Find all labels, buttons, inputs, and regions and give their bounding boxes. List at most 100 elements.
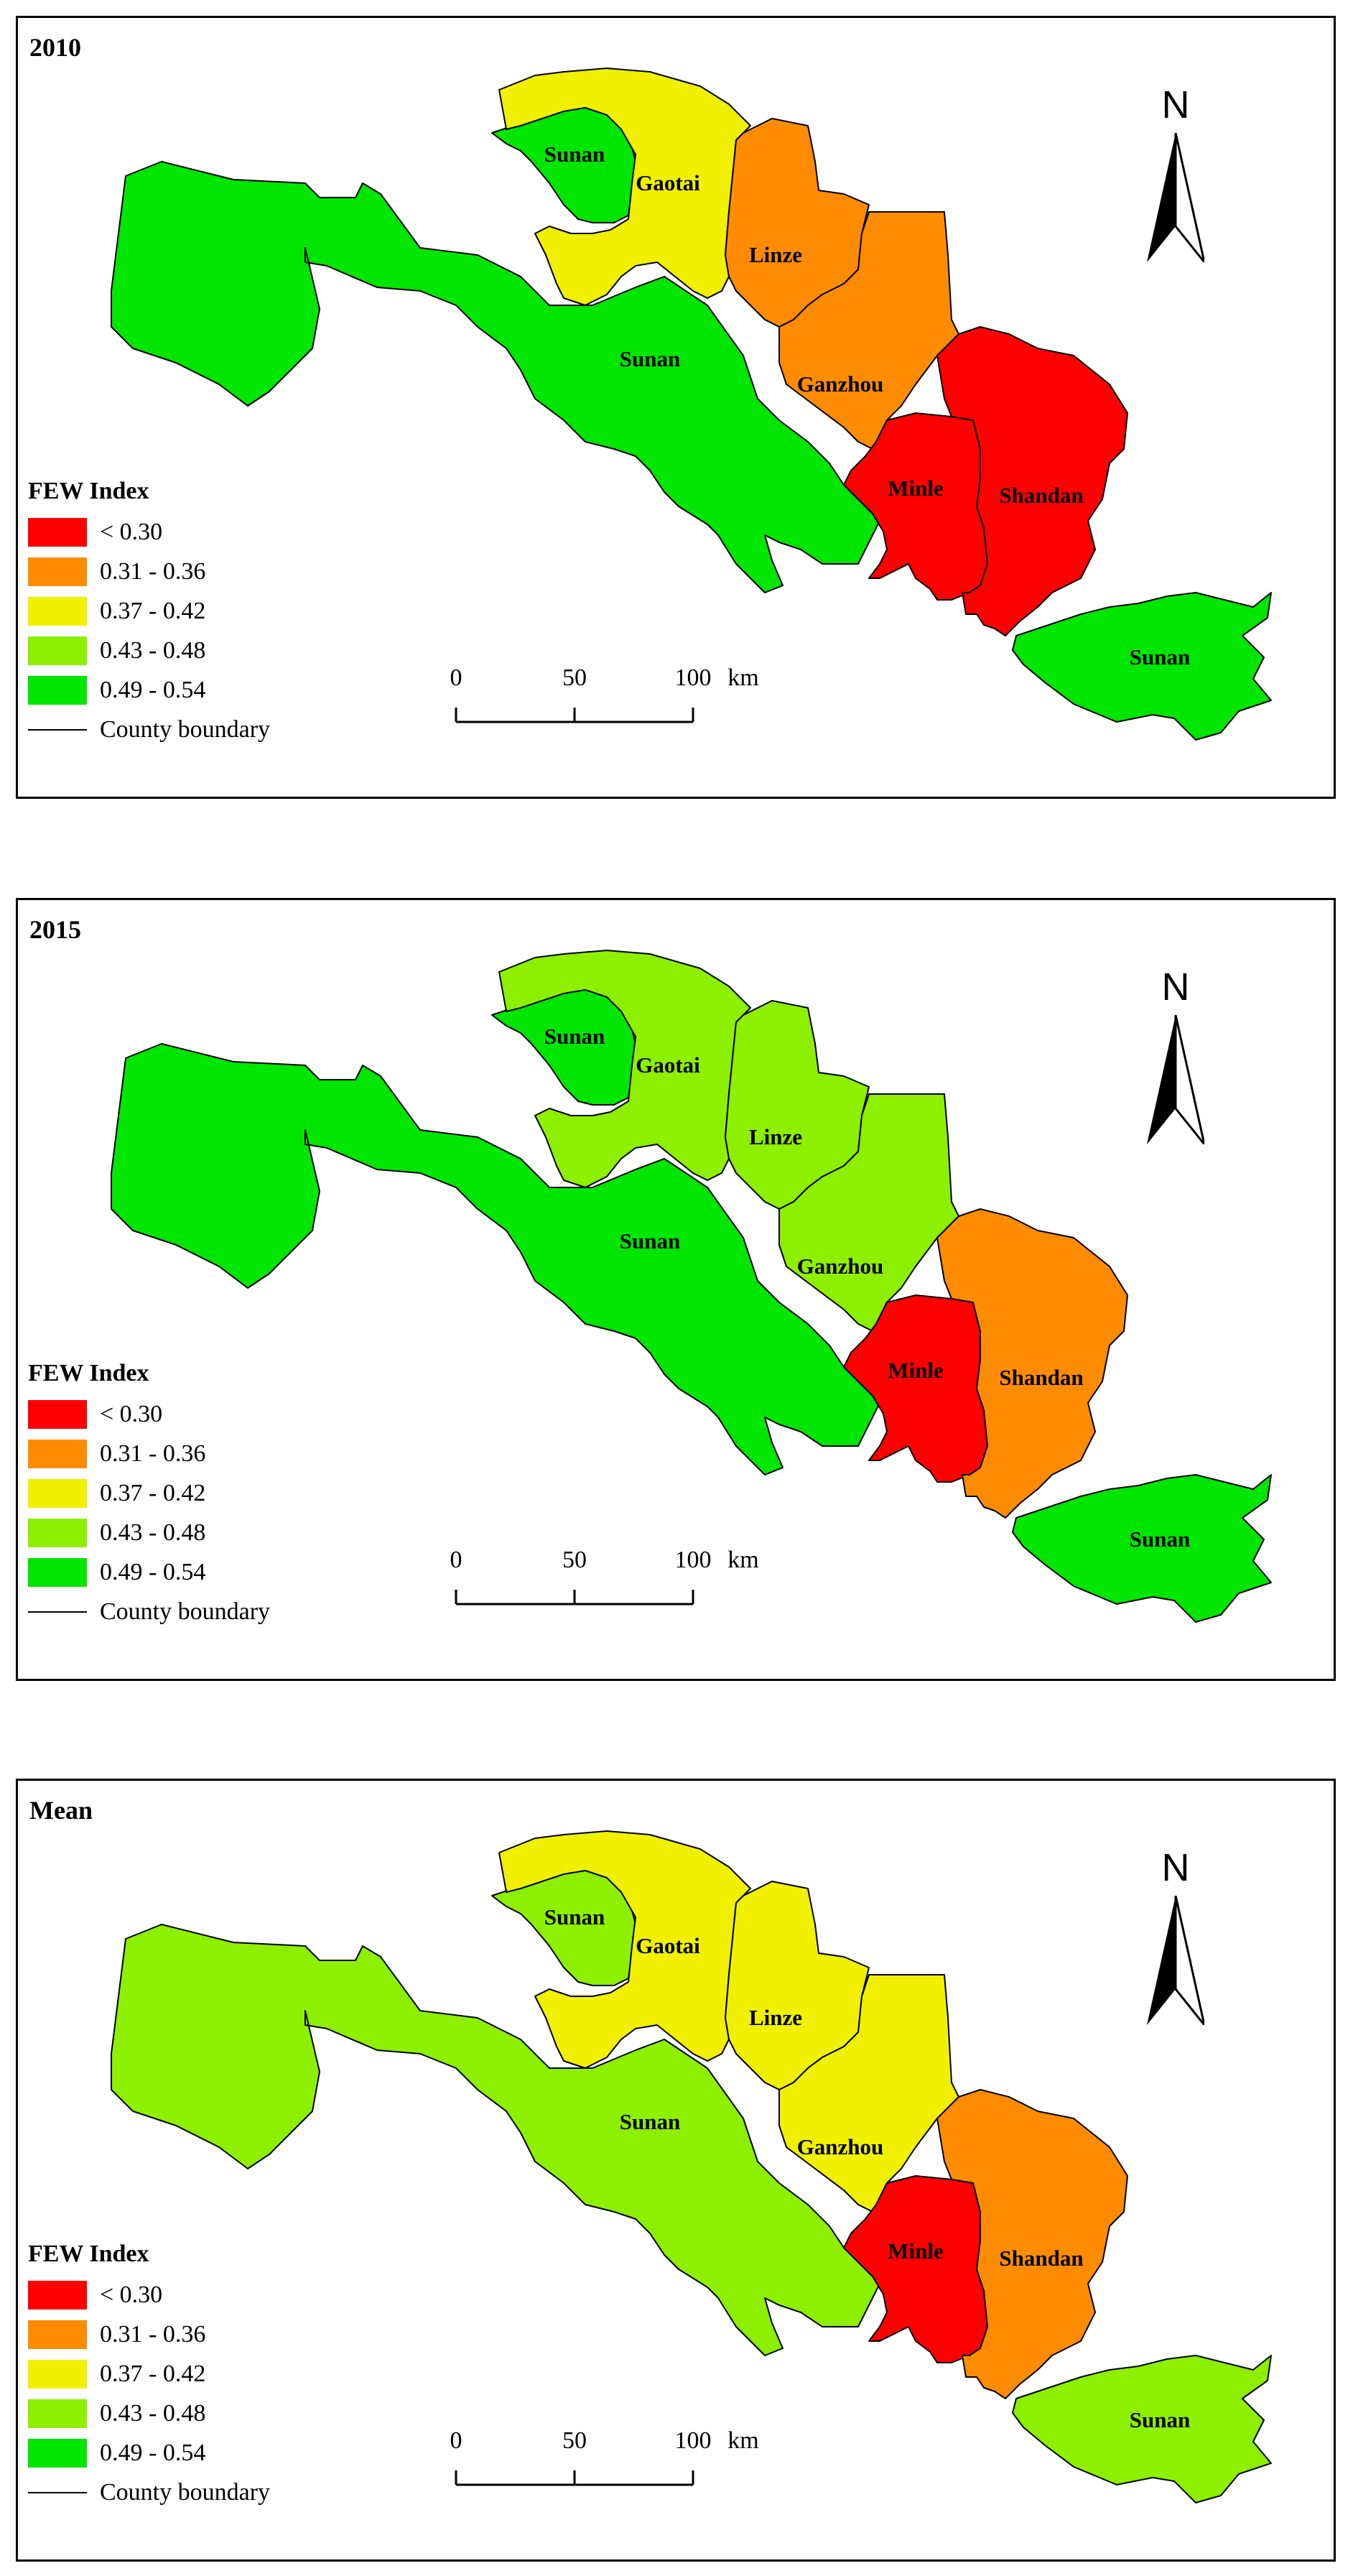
legend-label: 0.43 - 0.48: [100, 636, 206, 664]
region-shandan: [936, 326, 1128, 636]
county-label-ganzhou: Ganzhou: [796, 2134, 884, 2159]
panel-title: 2010: [29, 33, 81, 62]
legend-swatch: [28, 517, 87, 547]
legend-swatch: [28, 596, 87, 626]
region-sunan-main: [111, 1043, 880, 1475]
legend-swatch: [28, 1557, 87, 1587]
scale-tick-label: 50: [562, 2427, 587, 2454]
legend-item-boundary: County boundary: [28, 2473, 401, 2512]
legend-label: 0.31 - 0.36: [100, 2320, 206, 2348]
legend-label: 0.49 - 0.54: [100, 1558, 206, 1585]
region-sunan-main: [111, 161, 880, 593]
scale-bar: 0 50 100 km: [427, 1547, 759, 1640]
county-label-sunan-main: Sunan: [619, 2109, 681, 2134]
map-panel-2010: 2010 Sunan Gaotai Linze Sunan Ganzhou Minle Sha…: [16, 16, 1336, 799]
region-ganzhou: [778, 1974, 959, 2213]
legend-item: 0.43 - 0.48: [28, 1513, 401, 1552]
legend-swatch: [28, 2280, 87, 2309]
north-arrow: N: [1133, 1845, 1219, 2032]
county-label-gaotai: Gaotai: [636, 1933, 700, 1958]
legend-swatch: [28, 2320, 87, 2349]
legend-swatch: [28, 2359, 87, 2389]
legend-label: County boundary: [100, 2478, 271, 2506]
legend-label: 0.31 - 0.36: [100, 1440, 206, 1467]
legend-swatch: [28, 1518, 87, 1547]
scale-unit: km: [727, 2427, 759, 2454]
legend-item: 0.37 - 0.42: [28, 1473, 401, 1513]
county-label-sunan-east: Sunan: [1129, 1526, 1191, 1552]
north-arrow-icon: [1147, 1896, 1204, 2025]
legend-item: 0.31 - 0.36: [28, 552, 401, 591]
region-gaotai: [498, 950, 751, 1188]
county-label-sunan-east: Sunan: [1129, 644, 1191, 670]
legend-item: < 0.30: [28, 2275, 401, 2315]
legend-label: 0.37 - 0.42: [100, 2360, 206, 2387]
county-map: [111, 950, 1272, 1623]
county-label-ganzhou: Ganzhou: [796, 1254, 884, 1279]
legend-swatch: [28, 1478, 87, 1508]
county-label-minle: Minle: [888, 1358, 944, 1383]
county-label-linze: Linze: [748, 242, 803, 267]
region-gaotai: [498, 1830, 751, 2069]
north-arrow: N: [1133, 83, 1219, 269]
region-sunan-main: [111, 1924, 880, 2356]
scale-bar: 0 50 100 km: [427, 664, 759, 758]
north-arrow: N: [1133, 965, 1219, 1152]
county-label-sunan-main: Sunan: [619, 1228, 681, 1254]
scale-bar: 0 50 100 km: [427, 2427, 759, 2521]
legend-item: < 0.30: [28, 512, 401, 552]
legend-label: 0.37 - 0.42: [100, 597, 206, 624]
scale-unit: km: [727, 1547, 759, 1573]
region-sunan-east: [1012, 592, 1272, 741]
legend-item: 0.37 - 0.42: [28, 2354, 401, 2394]
scale-bar-line: [455, 2470, 694, 2486]
legend-item: 0.43 - 0.48: [28, 2394, 401, 2433]
county-label-linze: Linze: [748, 2005, 803, 2030]
county-map: [111, 1830, 1272, 2503]
scale-tick-label: 0: [450, 664, 462, 691]
legend: FEW Index < 0.30 0.31 - 0.36 0.37 - 0.42 0.4…: [28, 2241, 401, 2512]
county-label-linze: Linze: [748, 1124, 803, 1149]
scale-tick-label: 0: [450, 2427, 462, 2454]
map-panel-2015: 2015 Sunan Gaotai Linze Sunan Ganzhou Minle Sha…: [16, 898, 1336, 1681]
county-label-ganzhou: Ganzhou: [796, 371, 884, 397]
legend-label: County boundary: [100, 715, 271, 743]
county-label-shandan: Shandan: [999, 1365, 1084, 1390]
legend-item: < 0.30: [28, 1394, 401, 1434]
county-label-minle: Minle: [888, 2238, 944, 2264]
scale-tick-label: 0: [450, 1547, 462, 1573]
legend-item: 0.31 - 0.36: [28, 1434, 401, 1473]
legend-item-boundary: County boundary: [28, 710, 401, 749]
legend-swatch: [28, 636, 87, 665]
legend-swatch: [28, 675, 87, 705]
legend-label: 0.49 - 0.54: [100, 2439, 206, 2466]
boundary-line-icon: [28, 2491, 87, 2493]
legend-label: 0.37 - 0.42: [100, 1479, 206, 1506]
region-ganzhou: [778, 1093, 959, 1332]
region-sunan-east: [1012, 2355, 1272, 2503]
legend-item: 0.49 - 0.54: [28, 2433, 401, 2473]
panel-title: Mean: [29, 1796, 93, 1825]
county-label-gaotai: Gaotai: [636, 170, 700, 195]
north-letter: N: [1161, 965, 1190, 1009]
legend-swatch: [28, 1439, 87, 1468]
region-sunan-east: [1012, 1474, 1272, 1623]
legend-label: 0.43 - 0.48: [100, 2399, 206, 2427]
region-shandan: [936, 2089, 1128, 2399]
legend-item: 0.43 - 0.48: [28, 631, 401, 670]
panel-title: 2015: [29, 915, 81, 944]
county-label-sunan-main: Sunan: [619, 346, 681, 371]
scale-tick-label: 100: [674, 2427, 712, 2454]
legend-item-boundary: County boundary: [28, 1592, 401, 1631]
legend: FEW Index < 0.30 0.31 - 0.36 0.37 - 0.42 0.4…: [28, 478, 401, 749]
legend-label: < 0.30: [100, 1400, 163, 1427]
county-label-minle: Minle: [888, 476, 944, 501]
north-arrow-icon: [1147, 133, 1204, 262]
region-shandan: [936, 1208, 1128, 1519]
scale-unit: km: [727, 664, 759, 691]
legend-title: FEW Index: [28, 2241, 149, 2267]
scale-tick-label: 50: [562, 664, 587, 691]
legend-label: < 0.30: [100, 2281, 163, 2308]
map-panel-mean: Mean Sunan Gaotai Linze Sunan Ganzhou Minle Sha…: [16, 1779, 1336, 2562]
legend-swatch: [28, 2399, 87, 2428]
